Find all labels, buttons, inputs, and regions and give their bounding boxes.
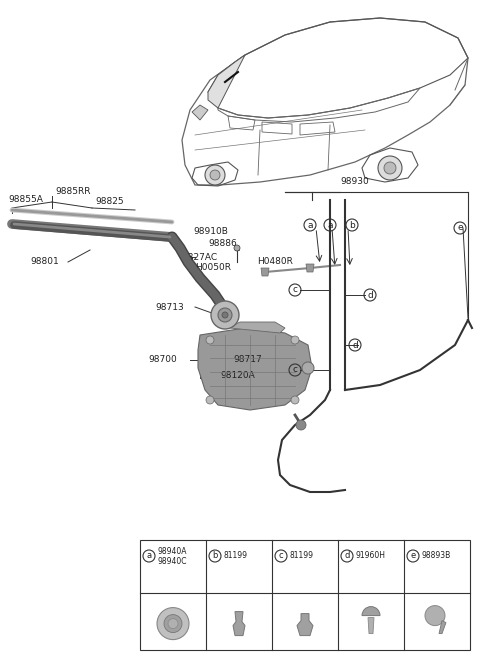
Circle shape <box>378 156 402 180</box>
Text: 9885RR: 9885RR <box>55 187 91 196</box>
Text: 98855A: 98855A <box>8 196 43 204</box>
Text: 98700: 98700 <box>148 355 177 365</box>
Text: 98825: 98825 <box>95 198 124 206</box>
Bar <box>140 540 470 650</box>
Text: 98717: 98717 <box>233 355 262 365</box>
Text: 98930: 98930 <box>340 177 369 187</box>
Text: d: d <box>367 290 373 300</box>
Text: b: b <box>212 551 218 560</box>
Circle shape <box>164 614 182 633</box>
Text: 98893B: 98893B <box>422 551 451 560</box>
Polygon shape <box>233 612 245 635</box>
Text: a: a <box>146 551 152 560</box>
Polygon shape <box>198 328 312 410</box>
Polygon shape <box>230 322 285 333</box>
Circle shape <box>425 606 445 625</box>
Text: 98713: 98713 <box>155 302 184 311</box>
Circle shape <box>384 162 396 174</box>
Text: 98120A: 98120A <box>220 371 255 380</box>
Text: 81199: 81199 <box>290 551 314 560</box>
Polygon shape <box>306 264 314 272</box>
Text: 81199: 81199 <box>224 551 248 560</box>
Text: 91960H: 91960H <box>356 551 386 560</box>
Circle shape <box>211 301 239 329</box>
Polygon shape <box>192 105 208 120</box>
Text: d: d <box>344 551 350 560</box>
Polygon shape <box>208 55 245 108</box>
Text: 98910B: 98910B <box>193 227 228 237</box>
Circle shape <box>302 362 314 374</box>
Circle shape <box>218 308 232 322</box>
Polygon shape <box>439 621 446 633</box>
Circle shape <box>234 245 240 251</box>
Text: b: b <box>349 221 355 229</box>
Circle shape <box>291 396 299 404</box>
Circle shape <box>210 170 220 180</box>
Circle shape <box>205 165 225 185</box>
Circle shape <box>168 619 178 629</box>
Circle shape <box>291 336 299 344</box>
Text: e: e <box>410 551 416 560</box>
Circle shape <box>206 336 214 344</box>
Circle shape <box>296 420 306 430</box>
Polygon shape <box>297 614 313 635</box>
Text: a: a <box>307 221 313 229</box>
Wedge shape <box>362 606 380 616</box>
Text: H0480R: H0480R <box>257 256 293 265</box>
Text: e: e <box>457 223 463 233</box>
Text: H0050R: H0050R <box>195 263 231 273</box>
Circle shape <box>157 608 189 640</box>
Text: 98801: 98801 <box>30 258 59 267</box>
Text: 1327AC: 1327AC <box>183 252 218 261</box>
Text: c: c <box>279 551 283 560</box>
Text: d: d <box>352 340 358 350</box>
Circle shape <box>222 312 228 318</box>
Circle shape <box>206 396 214 404</box>
Polygon shape <box>261 268 269 276</box>
Polygon shape <box>368 618 374 633</box>
Text: 98940C: 98940C <box>158 558 188 566</box>
Text: c: c <box>292 365 298 374</box>
Text: c: c <box>292 286 298 294</box>
Text: a: a <box>327 221 333 229</box>
Text: 98940A: 98940A <box>158 547 188 556</box>
Text: 98886: 98886 <box>208 240 237 248</box>
